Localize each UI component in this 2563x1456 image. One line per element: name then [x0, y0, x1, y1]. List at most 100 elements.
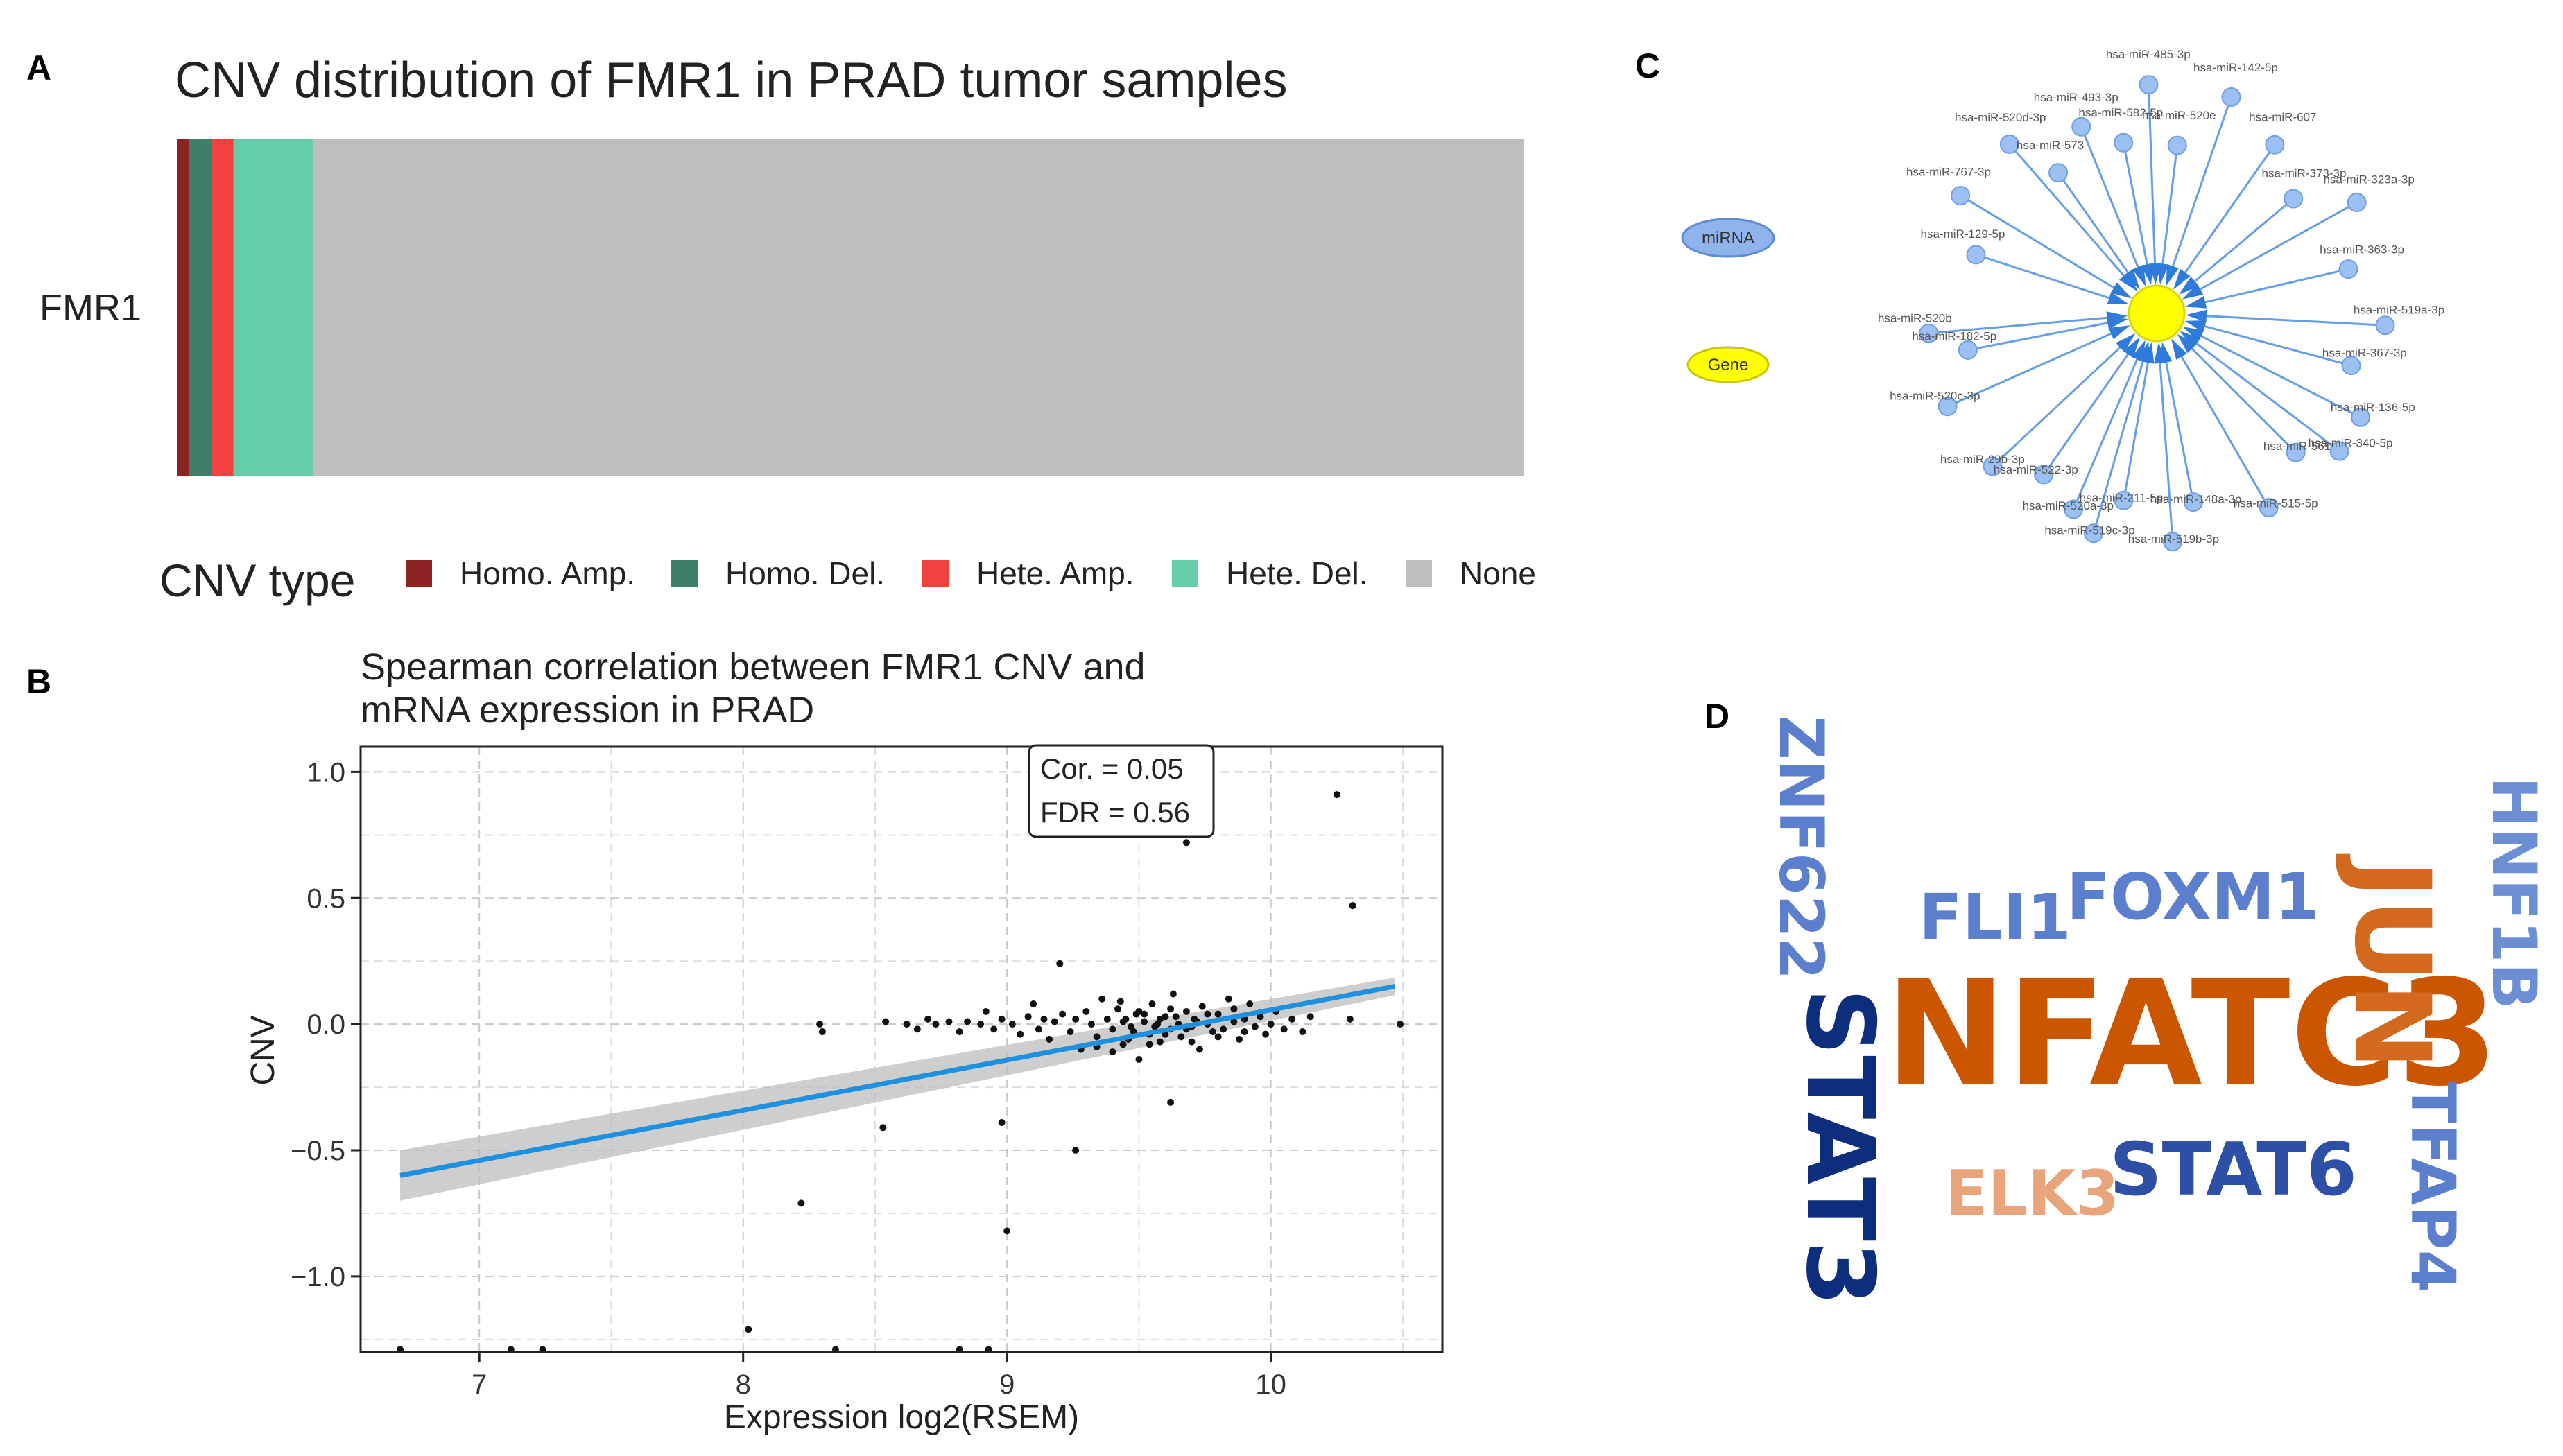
bar-segment-hete-del [233, 139, 313, 476]
data-point [1003, 1227, 1011, 1235]
mirna-node [2084, 523, 2104, 544]
data-point [1040, 1015, 1048, 1023]
data-point [1046, 1035, 1053, 1043]
legend-label-none: None [1460, 555, 1536, 591]
bar-segment-hete-amp [212, 139, 234, 476]
data-point [1017, 1030, 1024, 1038]
network-arrowhead [2107, 292, 2130, 305]
mirna-node-label: hsa-miR-129-5p [1921, 227, 2005, 241]
data-point [1067, 1028, 1074, 1036]
network-arrowhead [2156, 263, 2169, 285]
data-point [1030, 1000, 1037, 1008]
network-arrowhead [2180, 331, 2200, 349]
mirna-node [1958, 340, 1978, 360]
data-point [1103, 1015, 1111, 1023]
network-edge [2181, 331, 2340, 452]
network-edge [2184, 201, 2358, 300]
data-point [956, 1028, 963, 1036]
data-point [1114, 1005, 1121, 1013]
data-point [924, 1015, 932, 1023]
data-point [1056, 960, 1064, 967]
word-stat6: STAT6 [2109, 1127, 2357, 1212]
data-point [903, 1021, 911, 1028]
network-edge [1976, 253, 2127, 305]
mirna-node-label: hsa-miR-520a-3p [2023, 499, 2114, 512]
panel-a: CNV distribution of FMR1 in PRAD tumor s… [40, 53, 1536, 606]
mirna-node-label: hsa-miR-142-5p [2193, 61, 2278, 74]
data-point [998, 1118, 1006, 1126]
word-stat3: STAT3 [1786, 988, 1895, 1306]
data-point [1214, 1033, 1222, 1041]
data-point [1119, 1018, 1127, 1025]
mirna-node-label: hsa-miR-515-5p [2234, 496, 2318, 510]
data-point [1035, 1025, 1042, 1033]
data-point [1098, 995, 1106, 1003]
network-edge [2187, 320, 2351, 367]
data-point [1230, 1018, 1238, 1025]
data-point [1093, 1033, 1101, 1041]
mirna-node [2034, 465, 2054, 485]
mirna-node-label: hsa-miR-148a-3p [2150, 493, 2241, 506]
network-edge [2161, 344, 2195, 503]
data-point [1188, 1038, 1196, 1046]
data-point [1182, 839, 1190, 847]
mirna-node [2259, 498, 2279, 518]
data-point [1198, 1003, 1206, 1010]
data-point [816, 1021, 824, 1028]
data-point [1397, 1021, 1404, 1028]
network-arrowhead [2137, 341, 2149, 363]
mirna-node-label: hsa-miR-182-5p [1912, 330, 1996, 343]
network-edge [1967, 318, 2126, 352]
data-point [945, 1018, 953, 1025]
annotation-box-frame [1028, 744, 1215, 838]
mirna-node [2114, 490, 2134, 510]
data-point [1333, 791, 1340, 799]
legend-label-homo-del: Homo. Del. [725, 555, 885, 591]
network-arrowhead [2116, 333, 2136, 352]
data-point [879, 1124, 887, 1132]
network-edge [2147, 85, 2157, 282]
mirna-node [2351, 407, 2371, 427]
panel-b-xlabel: Expression log2(RSEM) [724, 1399, 1079, 1436]
network-arrowhead [2106, 316, 2128, 329]
network-edge [2042, 338, 2139, 476]
mirna-node [2071, 116, 2091, 137]
panel-a-legend-title: CNV type [159, 555, 355, 606]
word-foxm1: FOXM1 [2066, 860, 2319, 934]
data-point [1156, 1038, 1164, 1046]
data-point [1051, 1018, 1058, 1025]
legend-swatch-hete-amp [922, 560, 949, 587]
data-point [1182, 1007, 1190, 1015]
data-point [1172, 1013, 1180, 1021]
mirna-node-label: hsa-miR-607 [2249, 110, 2316, 123]
y-tick-label: 0.0 [307, 1009, 345, 1040]
mirna-node [2329, 441, 2349, 461]
network-arrowhead [2141, 263, 2154, 285]
mirna-node-label: hsa-miR-363-3p [2320, 243, 2404, 257]
network-edge [2057, 172, 2139, 288]
word-elk3: ELK3 [1945, 1157, 2119, 1230]
panel-b-ticks: 7 8 9 10 1.0 0.5 0.0 −0.5 −1.0 [291, 757, 1286, 1400]
data-point [1082, 1007, 1090, 1015]
data-point [1141, 1010, 1148, 1018]
legend-mirna-label: miRNA [1702, 229, 1754, 248]
data-point [1209, 1028, 1216, 1036]
mirna-node [2284, 189, 2304, 209]
legend-swatch-none [1406, 560, 1432, 587]
x-tick-label: 10 [1255, 1369, 1286, 1400]
word-nfatc3: NFATC3 [1885, 948, 2499, 1118]
data-point [1196, 1046, 1203, 1053]
data-point [1169, 990, 1177, 998]
data-point [1151, 1023, 1159, 1030]
x-tick-label: 9 [999, 1369, 1015, 1400]
mirna-node-label: hsa-miR-136-5p [2331, 401, 2415, 414]
data-point [1072, 1015, 1080, 1023]
mirna-node-label: hsa-miR-582-5p [2078, 106, 2163, 119]
mirna-node [2114, 132, 2134, 153]
panel-label-a: A [26, 49, 51, 87]
data-point [1135, 1056, 1143, 1064]
network-edge [1992, 334, 2134, 467]
network-edge [2187, 268, 2349, 308]
data-point [998, 1015, 1006, 1023]
